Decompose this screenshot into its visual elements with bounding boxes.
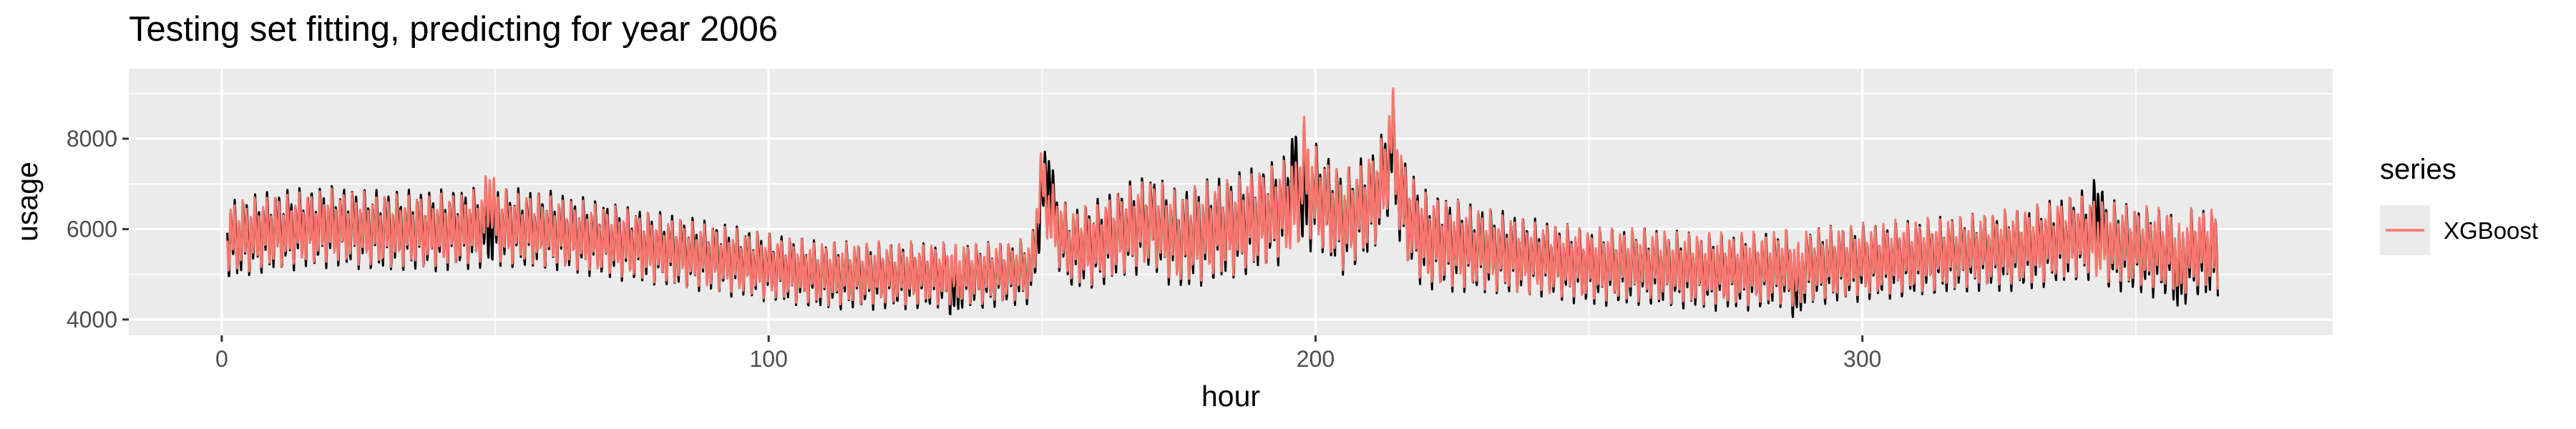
y-tick-label: 8000: [67, 126, 117, 152]
y-axis: 4000 6000 8000: [67, 126, 129, 332]
y-tick-label: 4000: [67, 307, 117, 332]
x-axis: 0 100 200 300: [215, 335, 1881, 372]
x-axis-label: hour: [1201, 380, 1260, 413]
legend: series XGBoost: [2380, 154, 2538, 255]
x-tick-label: 200: [1297, 346, 1335, 372]
legend-title: series: [2380, 154, 2457, 185]
x-tick-label: 100: [749, 346, 787, 372]
legend-entry-xgboost: XGBoost: [2444, 217, 2538, 244]
x-tick-label: 300: [1843, 346, 1881, 372]
y-tick-label: 6000: [67, 216, 117, 242]
x-tick-label: 0: [215, 346, 228, 372]
series-line-xgboost: [226, 87, 2219, 307]
y-axis-label: usage: [11, 162, 44, 242]
series-layer: [226, 87, 2219, 318]
chart-title: Testing set fitting, predicting for year…: [129, 10, 778, 49]
